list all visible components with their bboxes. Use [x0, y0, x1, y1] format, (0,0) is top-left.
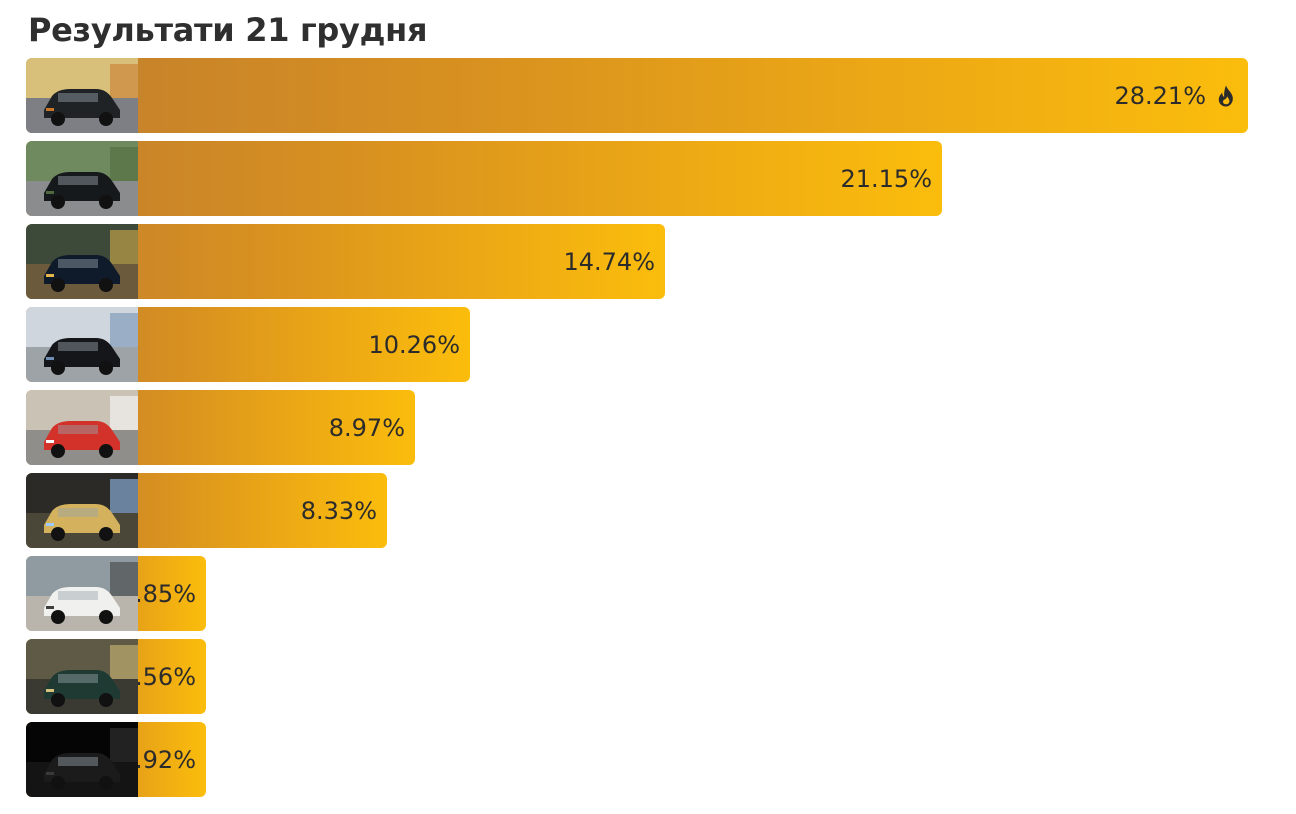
bar-value-text: 21.15% — [840, 164, 932, 193]
bar-value-label: 8.33% — [301, 497, 387, 525]
fire-icon — [1214, 83, 1238, 109]
bar: 21.15% — [26, 141, 942, 216]
car-thumbnail-image — [26, 722, 138, 797]
bar-value-text: 14.74% — [563, 247, 655, 276]
bar-value-label: 8.97% — [329, 414, 415, 442]
bar: 2.56% — [26, 639, 206, 714]
bar: 1.92% — [26, 722, 206, 797]
bar-value-text: 8.97% — [328, 413, 405, 442]
car-thumbnail-image — [26, 307, 138, 382]
bar-value-label: 28.21% — [1114, 82, 1248, 110]
bar-chart: 28.21% 21.15% 14.74% 10.26% 8.97% 8.33% 3.85% 2… — [26, 58, 1248, 798]
bar: 8.97% — [26, 390, 415, 465]
car-thumbnail-image — [26, 556, 138, 631]
bar: 28.21% — [26, 58, 1248, 133]
bar-value-label: 21.15% — [840, 165, 942, 193]
bar-value-label: 10.26% — [368, 331, 470, 359]
chart-title: Результати 21 грудня — [28, 11, 428, 49]
bar: 14.74% — [26, 224, 665, 299]
car-thumbnail-image — [26, 58, 138, 133]
car-thumbnail-image — [26, 473, 138, 548]
bar: 3.85% — [26, 556, 206, 631]
bar-value-label: 14.74% — [563, 248, 665, 276]
bar-value-text: 10.26% — [368, 330, 460, 359]
car-thumbnail-image — [26, 224, 138, 299]
car-thumbnail-image — [26, 639, 138, 714]
bar-value-text: 8.33% — [300, 496, 377, 525]
car-thumbnail-image — [26, 390, 138, 465]
car-thumbnail-image — [26, 141, 138, 216]
bar: 8.33% — [26, 473, 387, 548]
bar: 10.26% — [26, 307, 470, 382]
bar-value-text: 28.21% — [1114, 81, 1206, 110]
